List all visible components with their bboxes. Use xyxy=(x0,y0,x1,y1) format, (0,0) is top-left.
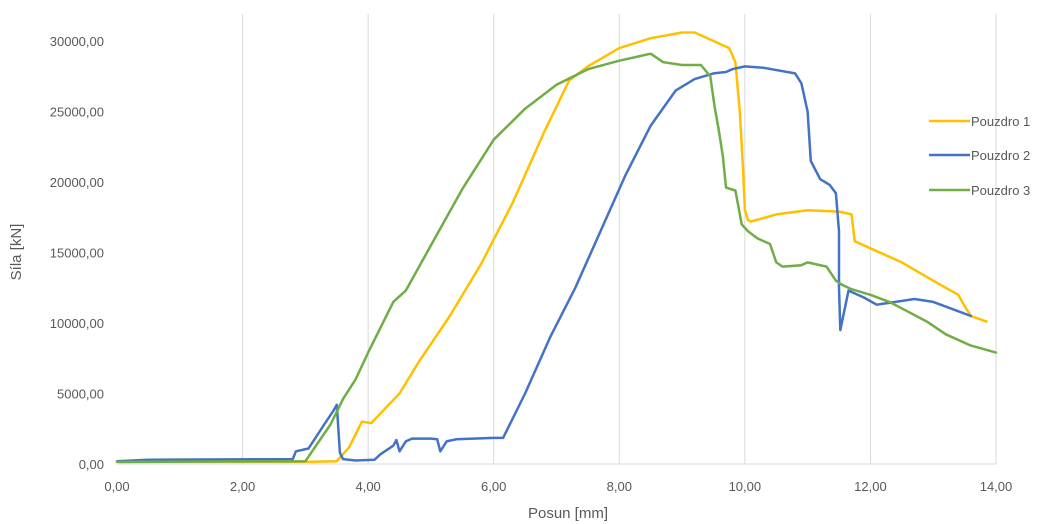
series-line-2 xyxy=(115,65,973,463)
y-tick-label: 25000,00 xyxy=(50,105,104,120)
series-group xyxy=(115,31,998,464)
y-tick-label: 5000,00 xyxy=(57,387,104,402)
y-tick-label: 0,00 xyxy=(79,457,104,472)
legend-label-3: Pouzdro 3 xyxy=(971,183,1030,198)
x-tick-label: 8,00 xyxy=(607,479,632,494)
y-axis-ticks: 0,00 5000,00 10000,00 15000,00 20000,00 25000… xyxy=(50,34,104,472)
x-axis-ticks: 0,00 2,00 4,00 6,00 8,00 10,00 12,00 14,00 xyxy=(104,479,1012,494)
x-tick-label: 10,00 xyxy=(729,479,762,494)
y-tick-label: 30000,00 xyxy=(50,34,104,49)
x-tick-label: 2,00 xyxy=(230,479,255,494)
y-tick-label: 15000,00 xyxy=(50,246,104,261)
x-tick-label: 4,00 xyxy=(355,479,380,494)
y-axis-title: Síla [kN] xyxy=(8,224,25,281)
x-tick-label: 12,00 xyxy=(854,479,887,494)
grid-lines xyxy=(242,14,997,464)
x-tick-label: 6,00 xyxy=(481,479,506,494)
legend-label-1: Pouzdro 1 xyxy=(971,114,1030,129)
x-tick-label: 14,00 xyxy=(980,479,1013,494)
legend-label-2: Pouzdro 2 xyxy=(971,148,1030,163)
y-tick-label: 10000,00 xyxy=(50,316,104,331)
x-axis-title: Posun [mm] xyxy=(528,505,608,522)
y-tick-label: 20000,00 xyxy=(50,175,104,190)
x-tick-label: 0,00 xyxy=(104,479,129,494)
legend: Pouzdro 1 Pouzdro 2 Pouzdro 3 xyxy=(929,114,1030,198)
series-line-1 xyxy=(115,31,988,464)
series-line-3 xyxy=(115,52,998,464)
